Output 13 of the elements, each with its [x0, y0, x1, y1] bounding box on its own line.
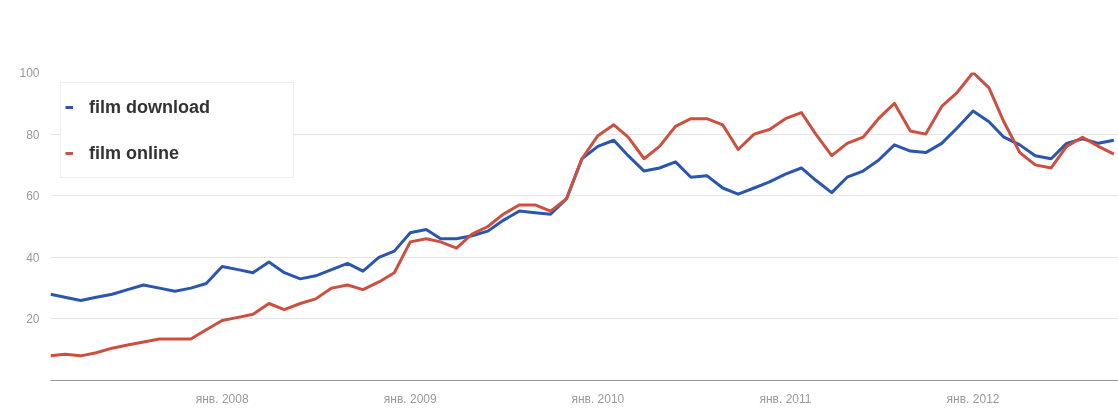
legend-label: film online: [89, 142, 180, 164]
y-tick-label: 20: [26, 312, 40, 327]
x-tick-label: янв. 2012: [946, 391, 1000, 406]
y-tick-label: 100: [19, 66, 40, 80]
x-tick-label: янв. 2008: [195, 391, 249, 406]
y-tick-label: 60: [26, 189, 40, 204]
legend-label: film download: [89, 96, 211, 118]
x-tick-label: янв. 2011: [759, 391, 812, 406]
x-tick-label: янв. 2010: [571, 391, 625, 406]
line-series: [50, 72, 1116, 358]
x-tick-label: янв. 2009: [383, 391, 438, 406]
y-tick-label: 80: [26, 127, 40, 142]
y-tick-label: 40: [26, 250, 40, 265]
